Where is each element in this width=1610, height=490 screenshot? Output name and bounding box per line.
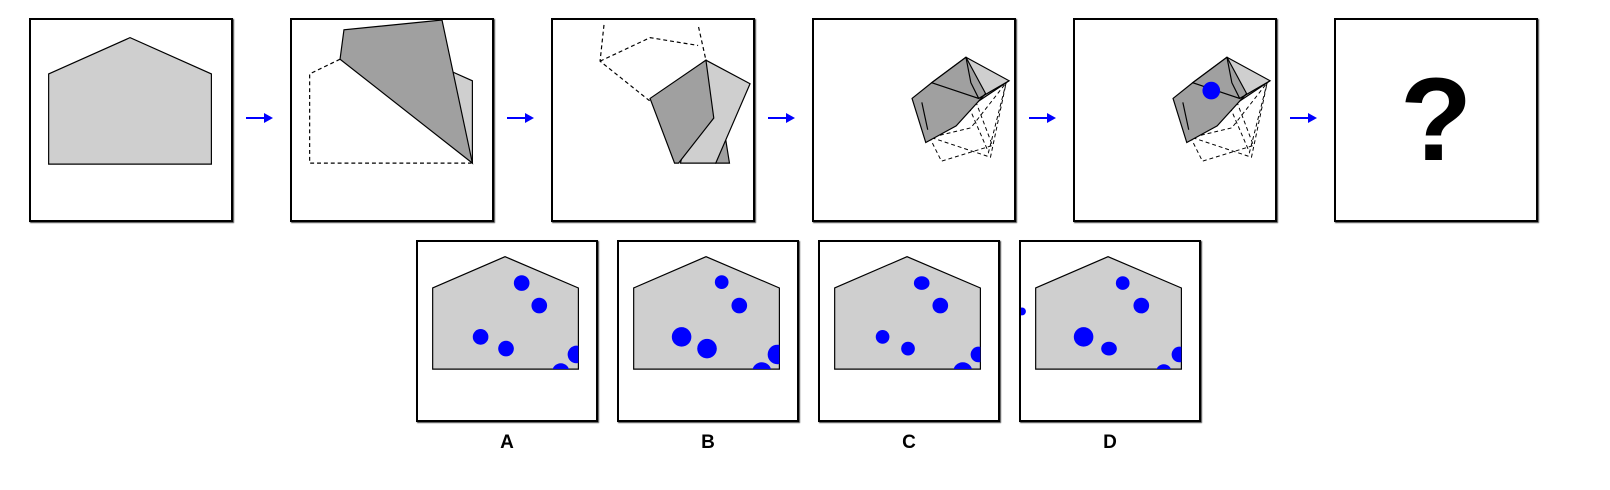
previous-outline (309, 58, 472, 164)
option-c-panel[interactable] (818, 240, 1000, 422)
hole (970, 346, 981, 363)
previous-outline (928, 82, 1007, 162)
hole (1021, 307, 1026, 316)
paper-sheet (48, 37, 212, 165)
hole (1171, 346, 1182, 363)
option-c-diagram (834, 256, 981, 370)
option-a-label: A (500, 432, 514, 453)
option-b-panel[interactable] (617, 240, 799, 422)
hole (498, 340, 514, 357)
hole (1073, 327, 1094, 347)
previous-outline (931, 82, 1007, 158)
hole (671, 327, 692, 347)
arrow-4 (1029, 111, 1057, 130)
step-4-diagram (911, 56, 1011, 162)
unfolded-paper (633, 256, 780, 370)
previous-outline (1189, 82, 1268, 162)
step-2-diagram (309, 20, 474, 165)
question-mark: ? (1399, 54, 1473, 186)
option-a-diagram (432, 256, 579, 370)
hole (731, 297, 748, 314)
hole (1101, 341, 1117, 356)
fold-crease (1182, 102, 1190, 130)
arrow-3 (768, 111, 796, 130)
option-d-label: D (1103, 432, 1117, 453)
punched-hole (1202, 81, 1221, 100)
step-5-panel (1073, 18, 1277, 222)
hole (714, 275, 729, 289)
arrow-2 (507, 111, 535, 130)
option-d-panel[interactable] (1019, 240, 1201, 422)
option-d-diagram (1021, 256, 1182, 370)
option-c-label: C (902, 432, 916, 453)
hole (513, 275, 530, 291)
folded-flap (339, 20, 474, 165)
folded-flap (649, 59, 715, 164)
hole (567, 345, 579, 364)
arrow-5 (1290, 111, 1318, 130)
hole (953, 362, 973, 370)
hole (901, 341, 915, 356)
option-b-diagram (633, 256, 780, 370)
hole (1155, 364, 1172, 370)
fold-crease (1226, 57, 1241, 99)
question-panel: ? (1334, 18, 1538, 222)
step-3-diagram (599, 24, 751, 164)
previous-outline (1192, 82, 1268, 158)
hole (875, 330, 890, 344)
option-b-label: B (701, 432, 715, 453)
hole (752, 362, 772, 370)
arrow-1 (246, 111, 274, 130)
fold-crease (965, 57, 980, 99)
fold-crease (921, 102, 929, 130)
hole (697, 338, 717, 359)
hole (767, 344, 780, 365)
step-1-diagram (48, 37, 212, 165)
hole (913, 276, 930, 290)
unfolded-paper (1035, 256, 1182, 370)
hole (1115, 276, 1130, 290)
unfolded-paper (834, 256, 981, 370)
step-4-panel (812, 18, 1016, 222)
hole (531, 297, 548, 314)
step-5-diagram (1172, 56, 1272, 162)
previous-outline (599, 24, 707, 102)
hole (472, 329, 489, 345)
step-2-panel (290, 18, 494, 222)
step-1-panel (29, 18, 233, 222)
step-3-panel (551, 18, 755, 222)
option-a-panel[interactable] (416, 240, 598, 422)
folded-flap (911, 56, 987, 144)
hole (551, 363, 570, 370)
hole (1133, 297, 1150, 314)
unfolded-paper (432, 256, 579, 370)
hole (932, 297, 949, 314)
previous-outline (599, 37, 699, 62)
